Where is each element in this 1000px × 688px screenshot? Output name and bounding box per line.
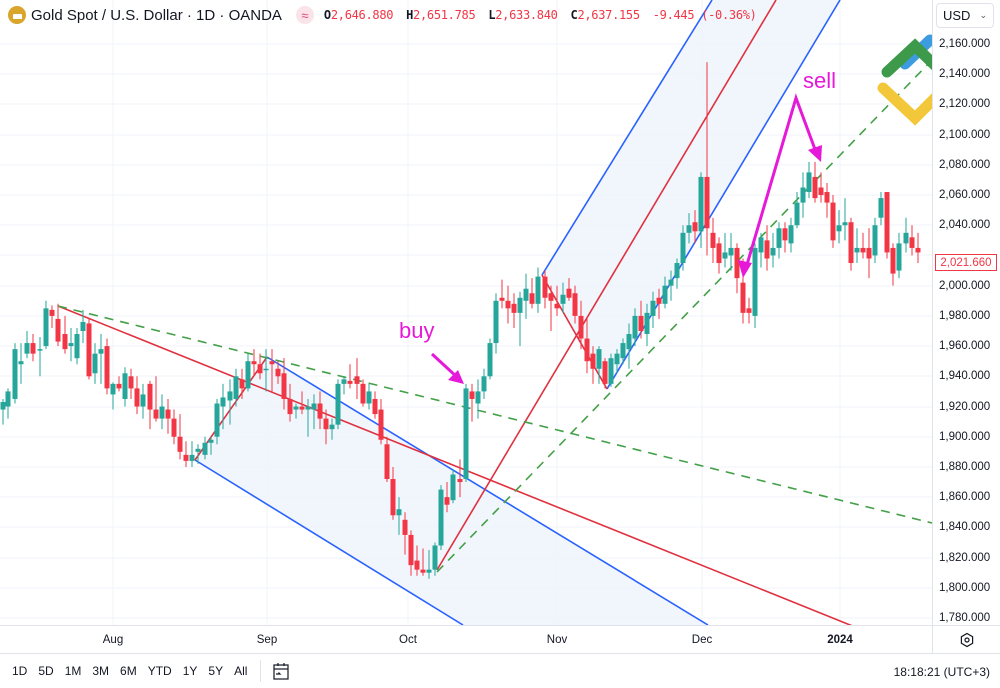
price-label: 1,880.000 [939, 461, 991, 473]
time-label: Aug [102, 634, 124, 646]
time-axis[interactable]: Aug Sep Oct Nov Dec 2024 [0, 625, 932, 653]
price-label: 1,940.000 [939, 370, 991, 382]
price-label: 2,120.000 [939, 98, 991, 110]
bottom-toolbar: 1D 5D 1M 3M 6M YTD 1Y 5Y All 18:18:21 (U… [0, 653, 1000, 688]
time-label: Dec [691, 634, 713, 646]
symbol-title[interactable]: Gold Spot / U.S. Dollar · 1D · OANDA [31, 6, 282, 24]
range-1m[interactable]: 1M [64, 664, 82, 678]
price-chart[interactable] [0, 0, 932, 625]
price-label: 2,140.000 [939, 68, 991, 80]
price-label: 2,160.000 [939, 38, 991, 50]
divider [260, 660, 262, 682]
calendar-icon [273, 663, 290, 680]
buy-arrow-icon [430, 352, 464, 384]
buy-label: buy [399, 318, 435, 343]
price-axis[interactable]: 2,160.000 2,140.000 2,120.000 2,100.000 … [932, 0, 1000, 625]
price-label: 1,980.000 [939, 310, 991, 322]
price-label: 2,000.000 [939, 280, 991, 292]
chart-settings-button[interactable] [932, 625, 1000, 653]
currency-label: USD [943, 8, 971, 23]
range-ytd[interactable]: YTD [147, 664, 172, 678]
time-label: Nov [546, 634, 568, 646]
trendline-resistance [57, 305, 932, 524]
down-channel-median [57, 305, 853, 625]
time-label: Sep [256, 634, 278, 646]
clock-timezone[interactable]: 18:18:21 (UTC+3) [893, 665, 990, 679]
down-channel-lower [194, 459, 464, 625]
currency-select[interactable]: USD ⌄ [936, 3, 994, 28]
time-label-year: 2024 [827, 634, 853, 646]
price-label: 2,080.000 [939, 159, 991, 171]
range-6m[interactable]: 6M [120, 664, 137, 678]
time-label: Oct [399, 634, 417, 646]
price-label: 2,100.000 [939, 129, 991, 141]
price-label: 1,960.000 [939, 340, 991, 352]
price-label: 1,860.000 [939, 491, 991, 503]
range-5y[interactable]: 5Y [208, 664, 224, 678]
price-label: 1,800.000 [939, 582, 991, 594]
sell-arrows-icon [738, 93, 822, 278]
chevron-down-icon: ⌄ [979, 10, 987, 20]
range-3m[interactable]: 3M [92, 664, 110, 678]
range-5d[interactable]: 5D [38, 664, 54, 678]
range-all[interactable]: All [234, 664, 248, 678]
up-channel-upper [541, 0, 713, 276]
trendline-support [436, 59, 932, 573]
price-label: 1,920.000 [939, 401, 991, 413]
range-1y[interactable]: 1Y [182, 664, 198, 678]
last-price-badge: 2,021.660 [935, 254, 997, 271]
range-1d[interactable]: 1D [12, 664, 28, 678]
price-label: 2,040.000 [939, 219, 991, 231]
candlesticks [0, 62, 921, 579]
settings-icon [960, 632, 973, 647]
go-to-date-button[interactable] [271, 661, 291, 681]
up-channel-median [436, 0, 777, 571]
up-channel-fill [542, 0, 840, 389]
price-label: 1,780.000 [939, 612, 991, 624]
price-label: 2,060.000 [939, 189, 991, 201]
price-label: 1,840.000 [939, 521, 991, 533]
broker-logo [877, 34, 932, 126]
sell-label: sell [803, 68, 837, 93]
price-label: 1,820.000 [939, 552, 991, 564]
price-label: 1,900.000 [939, 431, 991, 443]
